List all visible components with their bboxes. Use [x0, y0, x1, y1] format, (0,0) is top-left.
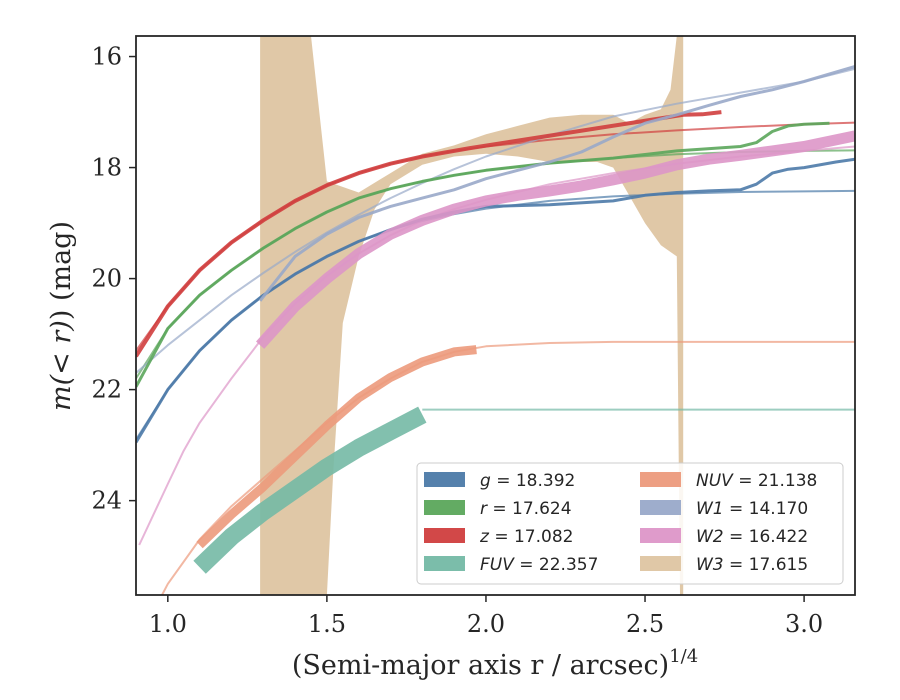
- data-marks: [136, 36, 855, 595]
- legend-label-w3: W3 = 17.615: [696, 555, 808, 575]
- x-tick-label: 1.0: [149, 610, 187, 638]
- series-z-profile-line: [136, 110, 722, 358]
- legend-label-fuv: FUV = 22.357: [480, 555, 598, 575]
- series-g-profile-line: [136, 157, 855, 444]
- x-tick-label: 2.5: [626, 610, 664, 638]
- legend-label-z: z = 17.082: [479, 527, 573, 547]
- y-tick-label: 24: [91, 487, 122, 515]
- y-tick-label: 16: [91, 43, 122, 71]
- legend-label-w2: W2 = 16.422: [696, 527, 808, 547]
- y-axis-label: m(< r)) (mag): [46, 221, 77, 411]
- legend-swatch-r: [424, 500, 465, 515]
- legend-label-w1: W1 = 14.170: [696, 499, 808, 519]
- x-axis-ticks: 1.0 1.5 2.0 2.5 3.0: [149, 595, 823, 638]
- x-tick-label: 1.5: [308, 610, 346, 638]
- legend-swatch-z: [424, 528, 465, 543]
- legend-swatch-w2: [640, 528, 681, 543]
- legend-swatch-g: [424, 472, 465, 487]
- plot-frame: [135, 35, 856, 596]
- y-tick-label: 20: [91, 265, 122, 293]
- legend-label-nuv: NUV = 21.138: [696, 471, 817, 491]
- legend-frame: [416, 462, 844, 585]
- series-fuv-profile-line: [193, 406, 427, 574]
- series-r-profile-line: [136, 121, 830, 388]
- legend-swatch-nuv: [640, 472, 681, 487]
- series-nuv-profile-line: [196, 345, 477, 549]
- series-w2-profile-line: [256, 130, 855, 349]
- y-tick-label: 18: [91, 154, 122, 182]
- legend-label-g: g = 18.392: [480, 471, 575, 491]
- series-w1-profile-line: [258, 65, 855, 302]
- legend-swatch-w1: [640, 500, 681, 515]
- legend-swatch-w3: [640, 556, 681, 571]
- legend-swatch-fuv: [424, 556, 465, 571]
- x-tick-label: 3.0: [785, 610, 823, 638]
- y-axis-ticks: 16 18 20 22 24: [91, 43, 136, 515]
- legend-label-r: r = 17.624: [480, 499, 572, 519]
- series-w1-model-line: [136, 67, 855, 374]
- legend: g = 18.392 NUV = 21.138 r = 17.624 W1 = 14.…: [416, 462, 844, 585]
- x-tick-label: 2.0: [467, 610, 505, 638]
- x-axis-label: (Semi-major axis r / arcsec)1/4: [292, 646, 698, 681]
- y-tick-label: 22: [91, 376, 122, 404]
